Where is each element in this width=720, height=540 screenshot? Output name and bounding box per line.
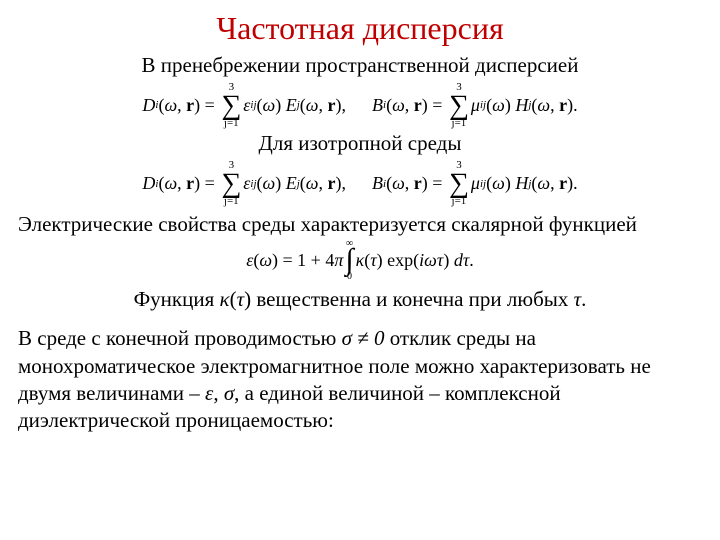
- integral-icon: ∞ ∫ 0: [345, 240, 353, 280]
- equation-row-2: D i (ω, r) = 3 ∑ j=1 ε ij (ω) E j (ω, r)…: [18, 160, 702, 207]
- sum-icon: 3 ∑ j=1: [449, 82, 469, 129]
- line-kappa-real: Функция κ(τ) вещественна и конечна при л…: [18, 286, 702, 313]
- para-finite-conductivity: В среде с конечной проводимостью σ ≠ 0 о…: [18, 325, 702, 434]
- sum-icon: 3 ∑ j=1: [449, 160, 469, 207]
- eq-B-1: B i (ω, r) = 3 ∑ j=1 μ ij (ω) H j (ω, r)…: [372, 82, 578, 129]
- eq-D-1-lhs: D: [142, 95, 155, 116]
- eq-epsilon-omega: ε(ω) = 1 + 4π ∞ ∫ 0 κ(τ) exp(iωτ) dτ .: [246, 240, 474, 280]
- sigma-neq-zero: σ ≠ 0: [342, 326, 385, 350]
- slide-root: Частотная дисперсия В пренебрежении прос…: [0, 0, 720, 540]
- sum-icon: 3 ∑ j=1: [221, 160, 241, 207]
- equation-row-1: D i (ω, r) = 3 ∑ j=1 ε ij (ω) E j (ω, r)…: [18, 82, 702, 129]
- line-electric-props: Электрические свойства среды характеризу…: [18, 211, 702, 238]
- equation-row-3: ε(ω) = 1 + 4π ∞ ∫ 0 κ(τ) exp(iωτ) dτ .: [18, 240, 702, 280]
- eq-D-1: D i (ω, r) = 3 ∑ j=1 ε ij (ω) E j (ω, r)…: [142, 82, 346, 129]
- line-isotropic: Для изотропной среды: [18, 131, 702, 156]
- eq-D-2: D i (ω, r) = 3 ∑ j=1 ε ij (ω) E j (ω, r)…: [142, 160, 346, 207]
- line-neglect-spatial: В пренебрежении пространственной дисперс…: [18, 53, 702, 78]
- sum-icon: 3 ∑ j=1: [221, 82, 241, 129]
- slide-title: Частотная дисперсия: [18, 10, 702, 47]
- eq-B-2: B i (ω, r) = 3 ∑ j=1 μ ij (ω) H j (ω, r)…: [372, 160, 578, 207]
